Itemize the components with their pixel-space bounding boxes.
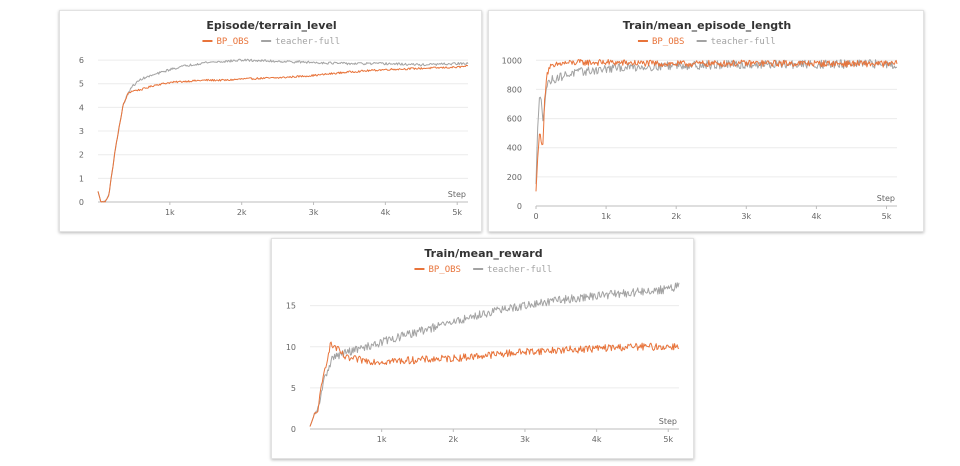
- x-tick-label: 1k: [165, 208, 175, 217]
- x-axis-label: Step: [877, 194, 895, 203]
- legend-label-1: teacher-full: [275, 37, 340, 47]
- series-line-teacher-full: [97, 58, 469, 203]
- x-tick-label: 1k: [377, 435, 387, 444]
- legend: BP_OBS teacher-full: [414, 265, 552, 275]
- y-tick-label: 5: [291, 384, 296, 393]
- y-tick-label: 1000: [502, 56, 522, 65]
- chart-panel-mean-episode-length: Train/mean_episode_length BP_OBS teacher-f…: [488, 10, 924, 232]
- y-tick-label: 2: [79, 151, 84, 160]
- x-tick-label: 3k: [520, 435, 530, 444]
- legend-label-0: BP_OBS: [652, 37, 685, 47]
- chart-terrain-level: Episode/terrain_level BP_OBS teacher-full 0…: [79, 19, 469, 217]
- series-line-bp-obs: [97, 64, 468, 203]
- chart-mean-episode-length: Train/mean_episode_length BP_OBS teacher-f…: [502, 19, 898, 221]
- x-tick-label: 3k: [309, 208, 319, 217]
- chart-title: Episode/terrain_level: [206, 19, 336, 32]
- legend: BP_OBS teacher-full: [202, 37, 340, 47]
- y-tick-label: 200: [507, 173, 522, 182]
- x-tick-label: 4k: [592, 435, 602, 444]
- y-tick-label: 5: [79, 80, 84, 89]
- y-tick-label: 10: [286, 343, 296, 352]
- chart-title: Train/mean_episode_length: [623, 19, 792, 32]
- x-tick-label: 3k: [741, 212, 751, 221]
- y-tick-label: 1: [79, 174, 84, 183]
- y-tick-label: 0: [291, 425, 296, 434]
- x-tick-label: 4k: [812, 212, 822, 221]
- x-tick-label: 2k: [448, 435, 458, 444]
- y-tick-label: 400: [507, 144, 522, 153]
- series-line-teacher-full: [535, 59, 898, 185]
- y-tick-label: 0: [79, 198, 84, 207]
- chart-panel-mean-reward: Train/mean_reward BP_OBS teacher-full 0 5 10 1…: [271, 238, 694, 459]
- x-tick-label: 2k: [237, 208, 247, 217]
- legend-label-0: BP_OBS: [428, 265, 461, 275]
- x-axis-label: Step: [448, 190, 466, 199]
- y-tick-label: 4: [79, 103, 84, 112]
- x-tick-label: 5k: [452, 208, 462, 217]
- y-tick-label: 6: [79, 56, 84, 65]
- legend-label-0: BP_OBS: [216, 37, 249, 47]
- legend-label-1: teacher-full: [711, 37, 776, 47]
- y-tick-label: 800: [507, 85, 522, 94]
- x-tick-label: 5k: [663, 435, 673, 444]
- x-tick-label: 2k: [671, 212, 681, 221]
- series-line-teacher-full: [309, 282, 680, 427]
- x-tick-label: 1k: [601, 212, 611, 221]
- x-tick-label: 4k: [381, 208, 391, 217]
- series-line-bp-obs: [535, 58, 898, 192]
- x-tick-label: 5k: [882, 212, 892, 221]
- chart-mean-reward: Train/mean_reward BP_OBS teacher-full 0 5 10 1…: [286, 247, 680, 444]
- y-tick-label: 15: [286, 302, 296, 311]
- chart-title: Train/mean_reward: [424, 247, 542, 260]
- series-line-bp-obs: [309, 341, 680, 427]
- y-tick-label: 3: [79, 127, 84, 136]
- y-tick-label: 600: [507, 115, 522, 124]
- legend-label-1: teacher-full: [487, 265, 552, 275]
- x-tick-label: 0: [533, 212, 538, 221]
- x-axis-label: Step: [659, 417, 677, 426]
- chart-panel-terrain-level: Episode/terrain_level BP_OBS teacher-full 0…: [59, 10, 482, 232]
- y-tick-label: 0: [517, 202, 522, 211]
- legend: BP_OBS teacher-full: [637, 37, 776, 47]
